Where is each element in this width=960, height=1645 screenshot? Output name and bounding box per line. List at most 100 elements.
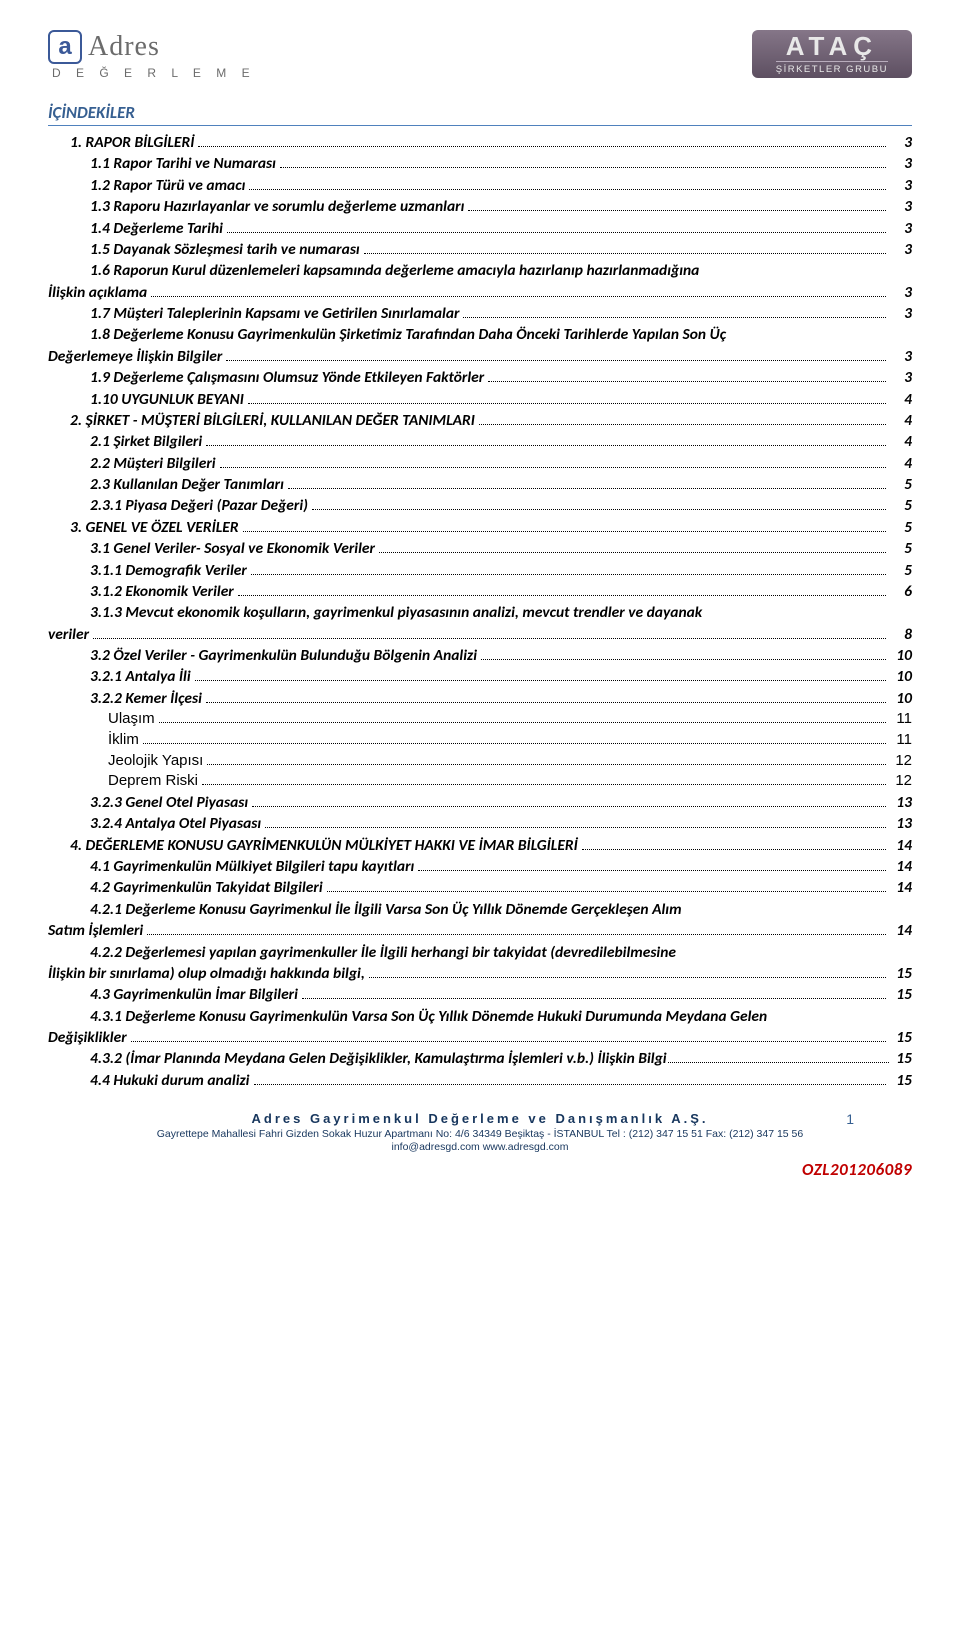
toc-row: 1.4 Değerleme Tarihi 3	[48, 218, 912, 239]
footer-address: Gayrettepe Mahallesi Fahri Gizden Sokak …	[48, 1128, 912, 1140]
toc-label: İlişkin bir sınırlama) olup olmadığı hak…	[48, 963, 365, 984]
toc-row: Jeolojik Yapısı12	[48, 751, 912, 772]
toc-page: 3	[890, 303, 912, 324]
toc-label-line: Değişiklikler15	[48, 1027, 912, 1048]
footer-company: Adres Gayrimenkul Değerleme ve Danışmanl…	[252, 1111, 709, 1126]
footer: Adres Gayrimenkul Değerleme ve Danışmanl…	[48, 1111, 912, 1153]
toc-label: 4.4 Hukuki durum analizi	[90, 1070, 250, 1091]
toc-row: 4.2 Gayrimenkulün Takyidat Bilgileri 14	[48, 877, 912, 898]
toc-row: 2.1 Şirket Bilgileri4	[48, 431, 912, 452]
toc-dots	[364, 253, 886, 254]
toc-label: 4.2 Gayrimenkulün Takyidat Bilgileri	[90, 877, 323, 898]
toc-row: 3.1.2 Ekonomik Veriler6	[48, 581, 912, 602]
toc-dots	[252, 806, 886, 807]
toc-dots	[243, 531, 886, 532]
toc-dots	[93, 638, 886, 639]
toc-label: 1.4 Değerleme Tarihi	[90, 218, 223, 239]
toc-label: 1.3 Raporu Hazırlayanlar ve sorumlu değe…	[90, 196, 464, 217]
toc-row: 2. ŞİRKET - MÜŞTERİ BİLGİLERİ, KULLANILA…	[48, 410, 912, 431]
toc-page: 13	[890, 792, 912, 813]
toc-label: 1.5 Dayanak Sözleşmesi tarih ve numarası	[90, 239, 360, 260]
toc-label: 2.3.1 Piyasa Değeri (Pazar Değeri)	[90, 495, 308, 516]
toc-row: 1.2 Rapor Türü ve amacı3	[48, 175, 912, 196]
toc-dots	[312, 509, 886, 510]
toc-label: 3.2 Özel Veriler - Gayrimenkulün Bulundu…	[90, 645, 477, 666]
toc-page: 3	[890, 196, 912, 217]
toc-label-line: 4.3.1 Değerleme Konusu Gayrimenkulün Var…	[48, 1006, 912, 1027]
toc-row: 1. RAPOR BİLGİLERİ3	[48, 132, 912, 153]
toc-dots	[207, 764, 886, 765]
toc-row: 4.2.1 Değerleme Konusu Gayrimenkul İle İ…	[48, 899, 912, 942]
toc-dots	[479, 424, 886, 425]
footer-contact: info@adresgd.com www.adresgd.com	[48, 1141, 912, 1153]
toc-page: 10	[890, 645, 912, 666]
header: a Adres D E Ğ E R L E M E ATAÇ ŞİRKETLER…	[48, 30, 912, 80]
toc-row: 3.2.3 Genel Otel Piyasası 13	[48, 792, 912, 813]
toc-page: 15	[890, 1027, 912, 1048]
toc-label: 1. RAPOR BİLGİLERİ	[70, 132, 194, 153]
toc-label: 3.2.4 Antalya Otel Piyasası	[90, 813, 261, 834]
toc-label: 1.2 Rapor Türü ve amacı	[90, 175, 245, 196]
toc-row: İklim11	[48, 730, 912, 751]
toc-page: 4	[890, 453, 912, 474]
toc-label: 3.2.3 Genel Otel Piyasası	[90, 792, 248, 813]
toc-row: Deprem Riski12	[48, 771, 912, 792]
toc-row: 4. DEĞERLEME KONUSU GAYRİMENKULÜN MÜLKİY…	[48, 835, 912, 856]
toc-row: 3.2.1 Antalya İli10	[48, 666, 912, 687]
toc-row: 4.1 Gayrimenkulün Mülkiyet Bilgileri tap…	[48, 856, 912, 877]
toc-dots	[251, 574, 886, 575]
toc-label: Ulaşım	[108, 709, 155, 730]
toc-row: 1.10 UYGUNLUK BEYANI4	[48, 389, 912, 410]
toc-page: 5	[890, 560, 912, 581]
toc-label: 3.1.2 Ekonomik Veriler	[90, 581, 234, 602]
toc-label-line: 1.8 Değerleme Konusu Gayrimenkulün Şirke…	[48, 324, 912, 345]
toc-label: 3.1 Genel Veriler- Sosyal ve Ekonomik Ve…	[90, 538, 375, 559]
logo-right: ATAÇ ŞİRKETLER GRUBU	[752, 30, 912, 78]
toc-dots	[418, 870, 886, 871]
toc-row: 2.2 Müşteri Bilgileri4	[48, 453, 912, 474]
toc-page: 13	[890, 813, 912, 834]
toc-row: 4.3.2 (İmar Planında Meydana Gelen Değiş…	[48, 1048, 912, 1069]
toc-page: 12	[890, 751, 912, 772]
adres-logo-text: Adres	[88, 31, 160, 63]
toc-label: veriler	[48, 624, 89, 645]
toc-label-line: 1.6 Raporun Kurul düzenlemeleri kapsamın…	[48, 260, 912, 281]
toc-page: 14	[890, 856, 912, 877]
toc-row: 1.5 Dayanak Sözleşmesi tarih ve numarası…	[48, 239, 912, 260]
toc-page: 5	[890, 474, 912, 495]
toc-row: 1.3 Raporu Hazırlayanlar ve sorumlu değe…	[48, 196, 912, 217]
toc-row: Ulaşım11	[48, 709, 912, 730]
toc-page: 3	[890, 218, 912, 239]
toc-row: 3.2.2 Kemer İlçesi 10	[48, 688, 912, 709]
toc-dots	[254, 1084, 887, 1085]
toc-label-line: İlişkin açıklama3	[48, 282, 912, 303]
toc-row: 1.1 Rapor Tarihi ve Numarası3	[48, 153, 912, 174]
toc-page: 3	[890, 367, 912, 388]
toc-label: Değerlemeye İlişkin Bilgiler	[48, 346, 222, 367]
toc-dots	[265, 827, 886, 828]
toc-dots	[159, 722, 886, 723]
adres-logo-icon: a	[48, 30, 82, 64]
toc-label: İklim	[108, 730, 139, 751]
toc-dots	[202, 784, 886, 785]
toc-page: 5	[890, 517, 912, 538]
toc-dots	[248, 403, 886, 404]
toc-dots	[481, 659, 886, 660]
toc-page: 5	[890, 538, 912, 559]
toc-page: 12	[890, 771, 912, 792]
toc-label: 3.2.2 Kemer İlçesi	[90, 688, 202, 709]
toc-dots	[195, 680, 886, 681]
toc-label: 1.7 Müşteri Taleplerinin Kapsamı ve Geti…	[90, 303, 459, 324]
toc-row: 3.1.1 Demografik Veriler 5	[48, 560, 912, 581]
toc-dots	[280, 167, 886, 168]
footer-pagenum: 1	[846, 1111, 854, 1127]
toc-label: 3.1.1 Demografik Veriler	[90, 560, 247, 581]
atac-logo-text: ATAÇ	[776, 33, 888, 60]
toc-page: 10	[890, 688, 912, 709]
toc-page: 4	[890, 389, 912, 410]
adres-logo-sub: D E Ğ E R L E M E	[52, 66, 256, 80]
toc-page: 14	[890, 877, 912, 898]
toc-row: 4.3.1 Değerleme Konusu Gayrimenkulün Var…	[48, 1006, 912, 1049]
toc-dots	[238, 595, 886, 596]
toc-dots	[143, 743, 886, 744]
